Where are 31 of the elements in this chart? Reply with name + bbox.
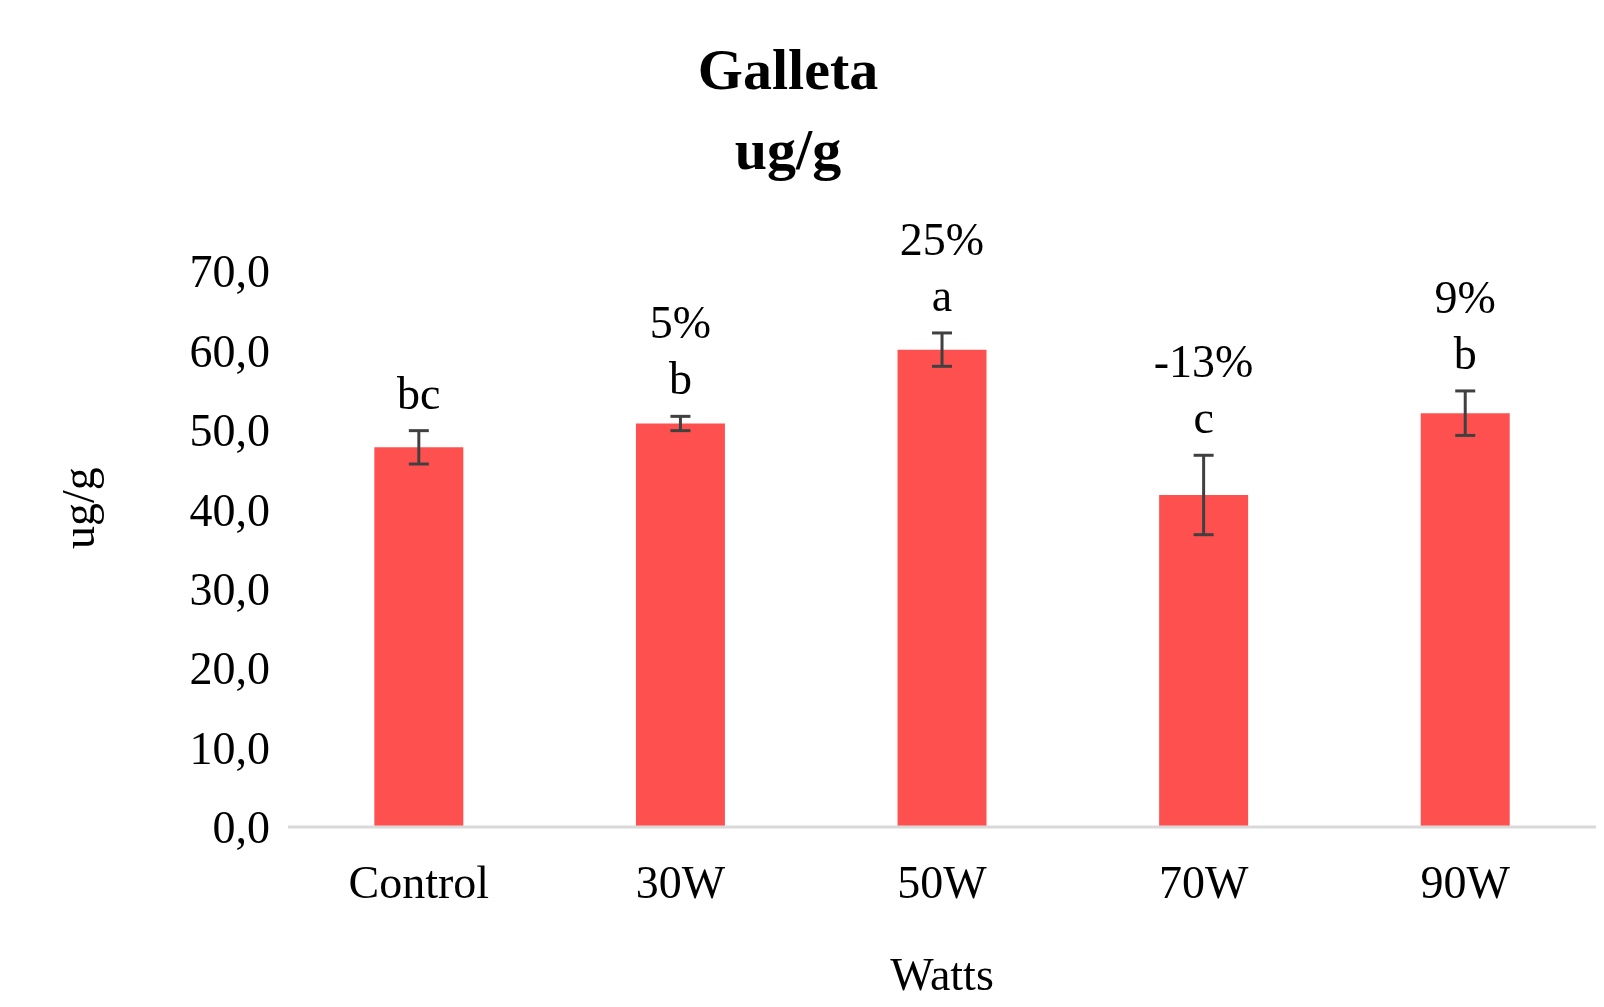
bar — [1159, 494, 1249, 827]
bar — [1420, 413, 1510, 827]
annotation: 5% — [649, 297, 712, 349]
x-axis-title: Watts — [890, 949, 994, 1000]
y-tick-label: 40,0 — [189, 484, 270, 536]
y-tick-label: 60,0 — [189, 325, 270, 377]
annotation: 25% — [899, 213, 985, 265]
bar — [635, 423, 725, 827]
x-tick-label: 50W — [897, 856, 988, 908]
y-tick-label: 20,0 — [189, 643, 270, 695]
x-tick-label: 90W — [1420, 856, 1511, 908]
annotation: c — [1193, 392, 1214, 444]
x-tick-label: 70W — [1158, 856, 1249, 908]
annotation: a — [931, 269, 953, 321]
annotation: b — [1453, 327, 1477, 379]
y-tick-label: 10,0 — [189, 722, 270, 774]
annotation: -13% — [1153, 336, 1254, 388]
x-tick-label: Control — [348, 856, 490, 908]
x-tick-label: 30W — [635, 856, 726, 908]
y-tick-label: 70,0 — [189, 246, 270, 298]
y-tick-label: 0,0 — [212, 802, 270, 854]
y-tick-label: 50,0 — [189, 405, 270, 457]
annotation: 9% — [1434, 271, 1496, 323]
annotation: b — [668, 353, 692, 405]
bar — [897, 349, 987, 827]
chart-title: Galleta — [696, 36, 880, 103]
chart-subtitle: ug/g — [733, 116, 843, 183]
y-tick-label: 30,0 — [189, 564, 270, 616]
y-axis-title: ug/g — [53, 467, 105, 549]
bar — [374, 447, 464, 827]
annotation: bc — [397, 367, 441, 419]
